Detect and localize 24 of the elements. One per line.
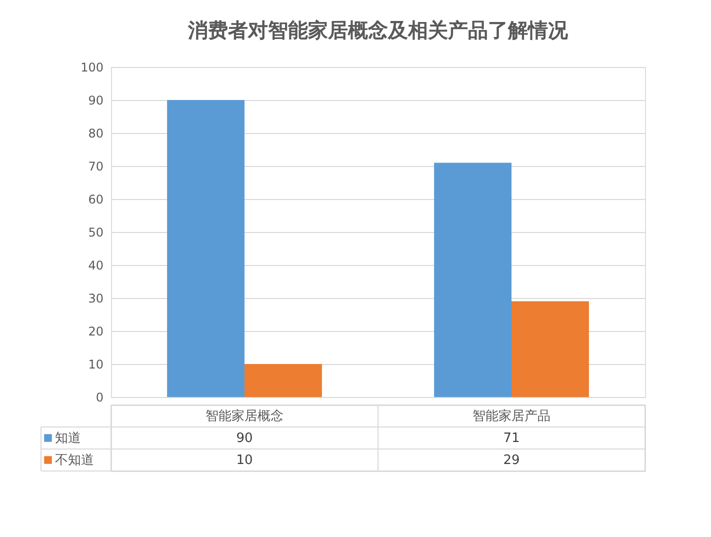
x-tick-label: 智能家居概念 xyxy=(206,408,284,424)
bar xyxy=(434,162,512,397)
data-label: 29 xyxy=(503,453,520,468)
y-tick-label: 40 xyxy=(88,258,104,272)
y-tick-label: 30 xyxy=(88,292,104,306)
y-tick-label: 20 xyxy=(88,324,104,338)
y-tick-label: 90 xyxy=(88,94,104,108)
legend-label: 知道 xyxy=(55,431,81,446)
data-label: 71 xyxy=(503,431,520,446)
y-tick-label: 10 xyxy=(88,358,104,372)
bar xyxy=(512,301,589,397)
y-tick-label: 100 xyxy=(80,60,104,74)
legend-label: 不知道 xyxy=(55,453,94,468)
x-tick-label: 智能家居产品 xyxy=(472,408,550,424)
y-tick-label: 80 xyxy=(88,126,104,140)
bar xyxy=(167,100,244,397)
y-tick-label: 70 xyxy=(88,160,104,174)
data-label: 10 xyxy=(236,453,253,468)
y-tick-label: 0 xyxy=(96,390,104,404)
y-tick-label: 50 xyxy=(88,226,104,240)
data-label: 90 xyxy=(236,431,253,446)
y-tick-label: 60 xyxy=(88,192,104,206)
bar xyxy=(244,364,322,397)
chart-title: 消费者对智能家居概念及相关产品了解情况 xyxy=(187,18,569,42)
